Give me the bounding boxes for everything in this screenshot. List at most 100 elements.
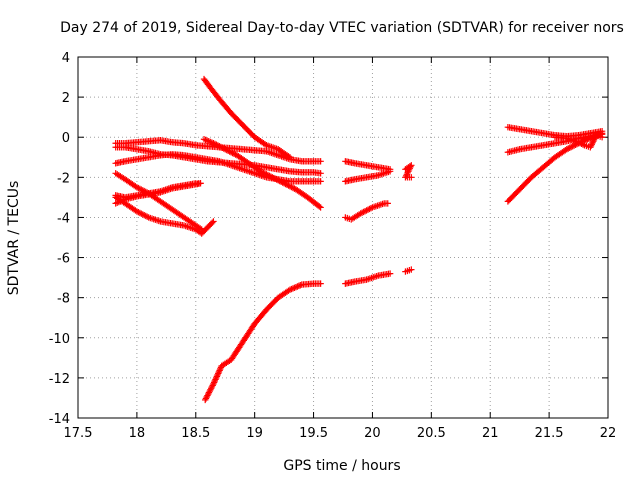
data-track-segment [235,153,251,166]
y-tick-label: -10 [49,332,70,347]
data-point [269,174,276,181]
data-point [222,146,229,153]
data-track-segment [123,156,139,165]
data-point [202,396,209,404]
data-track-segment [194,227,204,236]
series-track-m [342,200,391,223]
x-tick-label: 19 [246,426,263,441]
data-point [210,218,217,225]
data-track-segment [553,147,569,160]
data-track-segment [252,307,269,326]
data-track-segment [505,187,522,204]
data-track-segment [294,187,310,200]
data-track-segment [270,174,286,186]
x-tick-label: 18.5 [181,426,210,441]
data-track-segment [276,147,292,160]
data-track-segment [210,364,225,386]
data-track-segment [404,174,413,181]
data-point [133,184,141,191]
data-track-segment [258,168,275,180]
data-track-segment [282,180,298,192]
y-axis-label: SDTVAR / TECUs [6,181,22,296]
data-point [598,134,606,141]
data-track-segment [123,177,139,190]
data-track-segment [201,77,213,89]
data-track-segment [583,142,592,150]
data-point [408,162,415,169]
y-tick-label: -2 [57,171,70,186]
data-point [386,168,394,175]
data-track-segment [170,152,186,161]
x-axis-label: GPS time / hours [283,458,400,474]
data-point [317,158,324,165]
data-track-segment [170,220,186,229]
data-track-segment [223,146,239,158]
series-track-o [402,162,415,275]
data-point [197,180,204,187]
data-point [317,170,324,177]
plot-frame [77,56,609,419]
series-track-h [200,75,294,161]
data-track-segment [123,201,139,214]
data-point [357,210,364,217]
data-point [317,204,324,211]
data-track-segment [211,140,227,152]
data-track-segment [376,168,392,178]
data-track-segment [135,154,151,163]
data-track-segment [529,165,546,180]
x-tick-label: 20 [364,426,381,441]
data-track-segment [553,138,569,147]
x-tick-label: 17.5 [64,426,93,441]
series-track-g [112,194,217,237]
data-track-segment [344,214,353,222]
data-track-segment [217,97,234,116]
y-tick-label: 4 [62,51,70,66]
data-track-segment [541,155,557,170]
data-point [317,178,324,185]
x-tick-label: 18 [129,426,146,441]
data-point [563,146,570,153]
data-track-segment [529,142,545,151]
series-track-a [112,137,324,165]
data-track-segment [247,161,263,174]
data-track-segment [353,276,369,285]
data-point [384,200,391,207]
data-track-segment [229,111,245,128]
data-point [317,280,324,287]
data-track-segment [506,146,522,156]
ticks-layer: 17.5 18 18.5 19 19.5 20 20.5 21 21.5 22420-2-4-6-… [49,51,617,441]
data-track-segment [135,146,151,155]
series-track-i [200,136,324,211]
series-track-s [551,132,606,151]
data-track-segment [576,139,587,148]
data-track-segment [182,215,198,228]
data-track-segment [207,85,222,101]
data-track-segment [518,144,533,153]
x-tick-label: 19.5 [299,426,328,441]
data-track-segment [305,195,323,210]
data-track-segment [194,180,203,188]
y-tick-label: -12 [49,372,70,387]
data-track-segment [404,267,413,275]
data-point [408,174,415,181]
data-point [280,180,288,187]
data-track-segment [228,339,246,362]
data-point [210,140,217,147]
data-track-segment [353,160,369,169]
data-track-segment [594,132,604,140]
series-track-c [112,151,324,185]
data-track-segment [264,164,280,173]
data-track-segment [587,133,599,149]
data-track-segment [312,178,323,185]
data-track-segment [529,128,545,137]
data-track-segment [182,181,198,190]
y-tick-label: -8 [57,292,70,307]
data-track-segment [517,175,534,192]
data-track-segment [158,137,174,146]
data-point [133,208,141,215]
series-track-n [342,270,394,287]
data-marks [112,75,606,404]
y-tick-label: 0 [62,131,70,146]
data-point [386,270,394,277]
